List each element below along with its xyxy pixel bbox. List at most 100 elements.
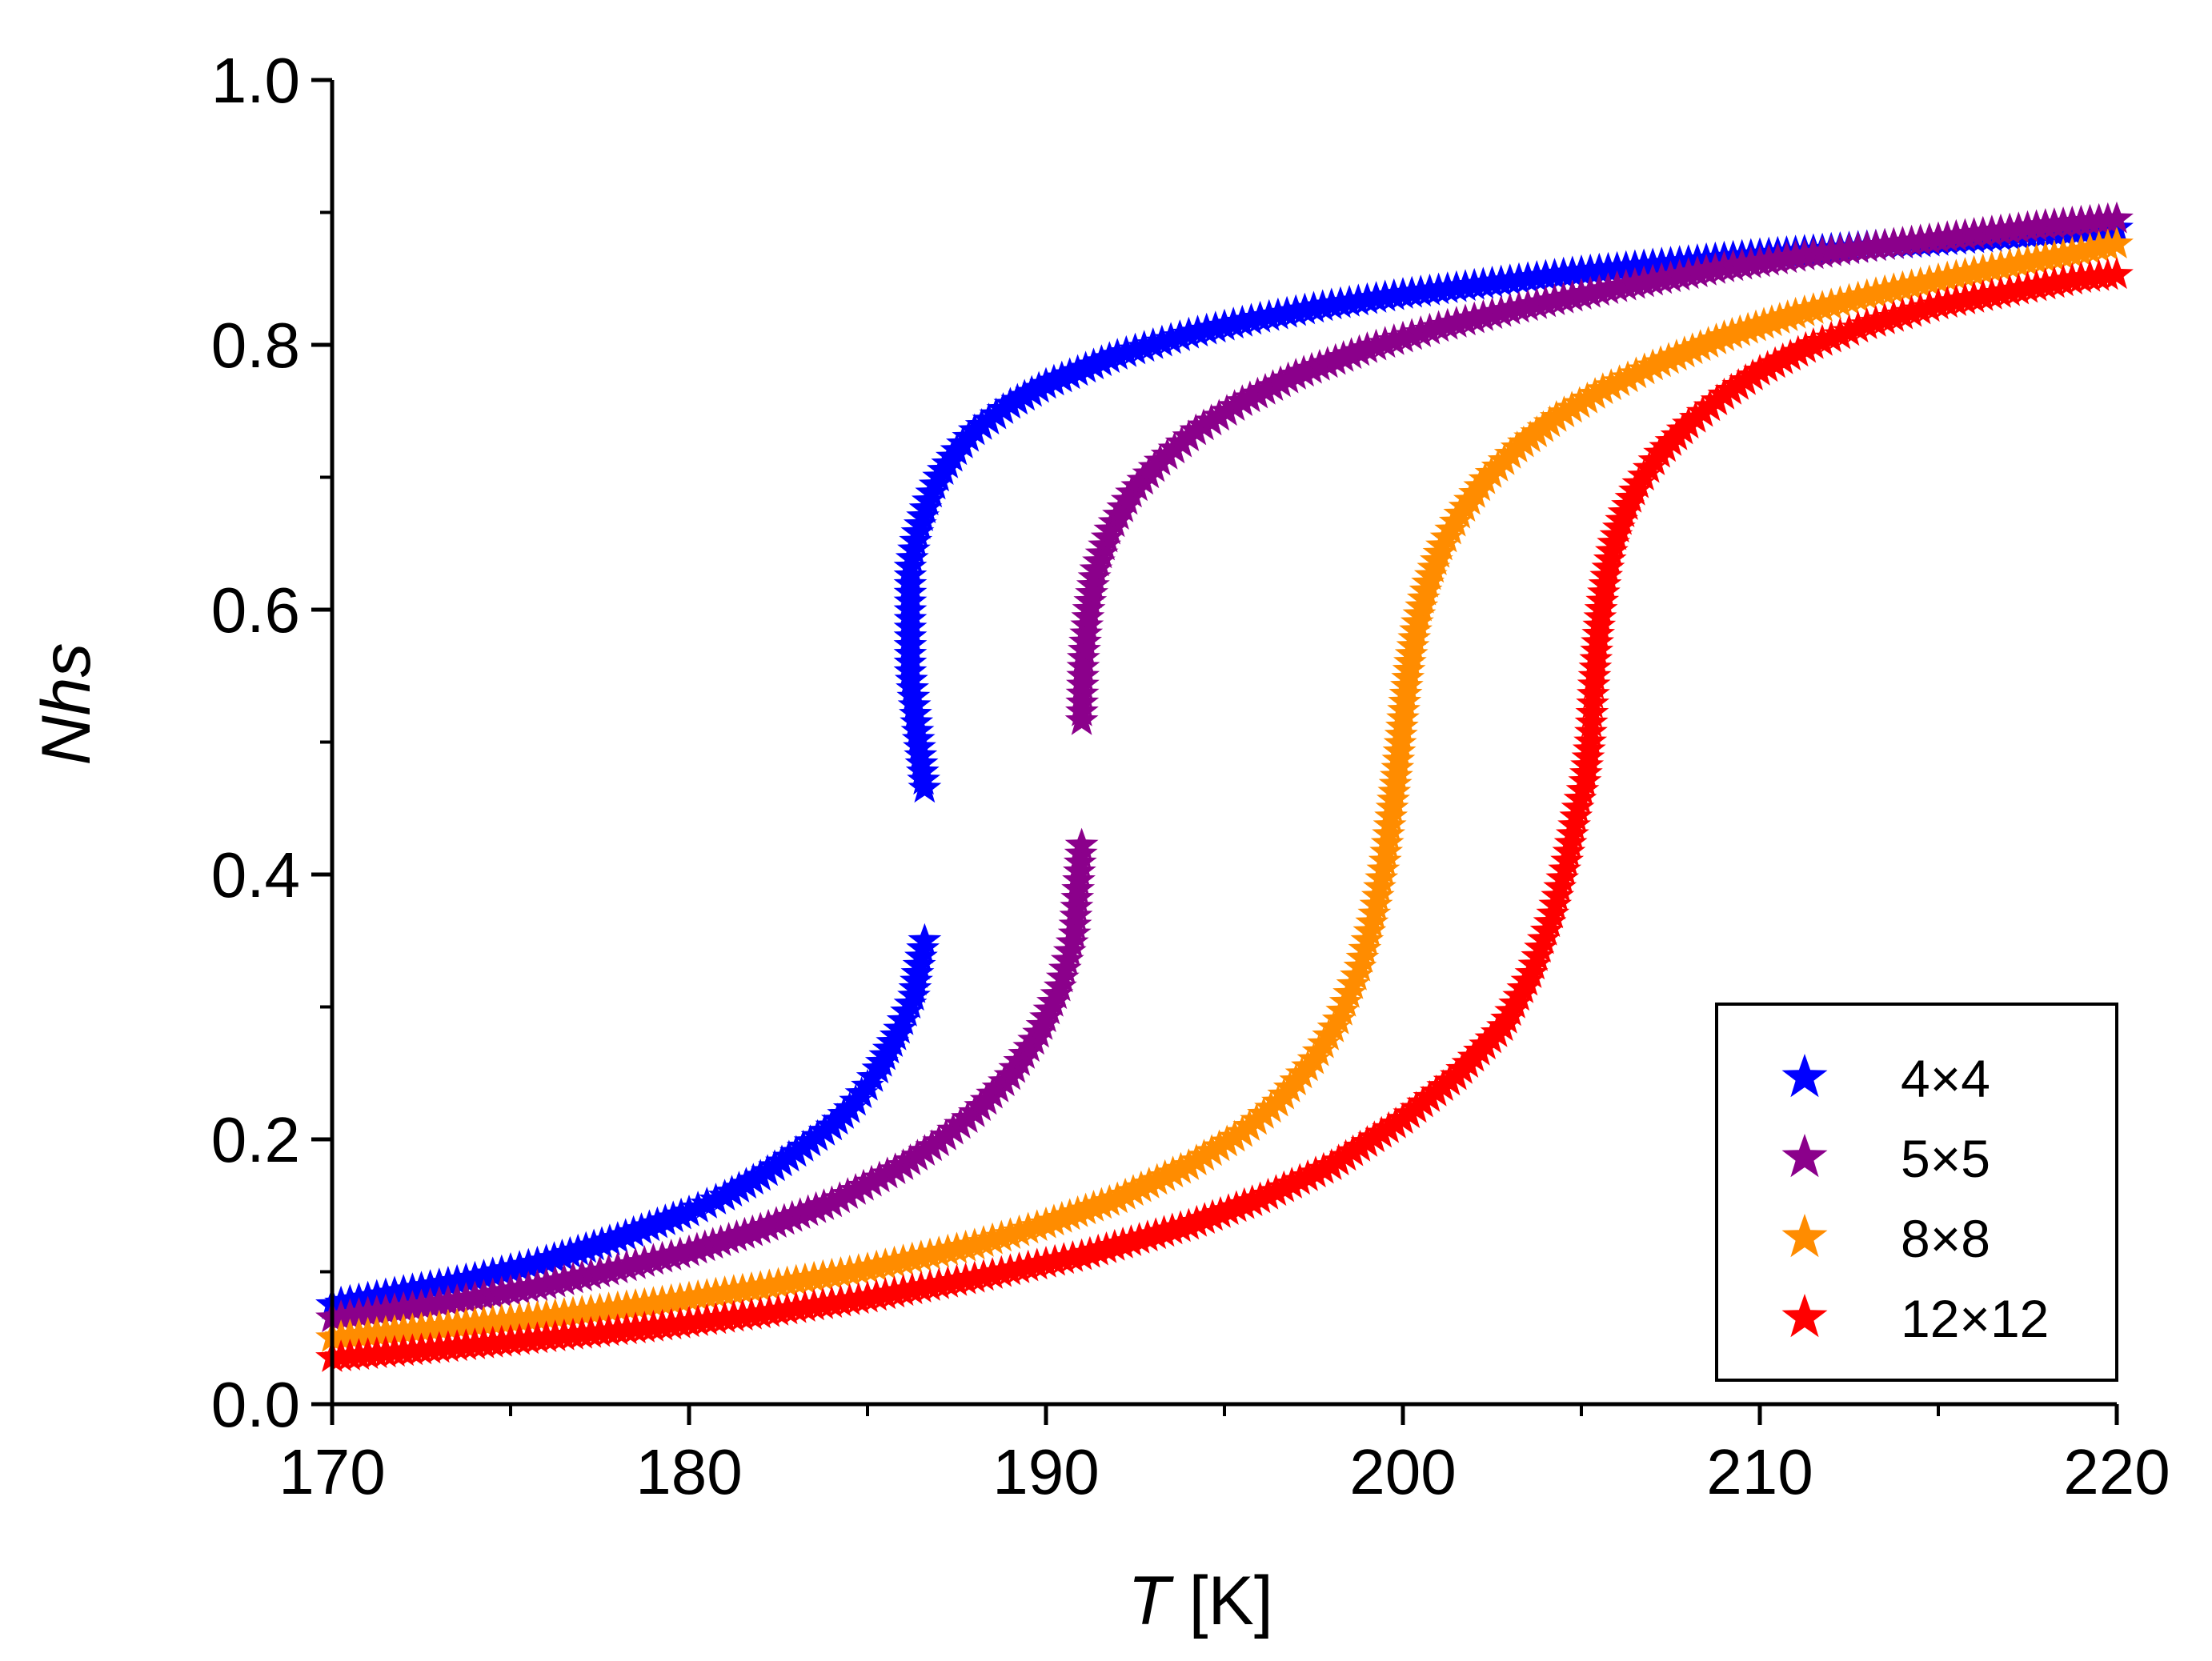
data-point-star <box>1585 372 1620 405</box>
x-tick-label: 200 <box>1349 1436 1456 1507</box>
data-point-star <box>1020 1209 1054 1241</box>
data-point-star <box>1283 1163 1317 1195</box>
data-point-star <box>1248 373 1282 405</box>
data-point-star <box>1376 323 1411 355</box>
data-point-star <box>1314 1148 1348 1180</box>
data-point-star <box>1699 322 1733 354</box>
data-point-star <box>1132 1167 1166 1199</box>
legend-label: 8×8 <box>1901 1209 1990 1268</box>
data-point-star <box>1084 344 1119 377</box>
data-point-star <box>1729 363 1763 395</box>
series-8×8 <box>315 226 2134 1352</box>
legend: 4×4 5×5 8×8 12×12 <box>1715 1003 2118 1382</box>
legend-box <box>1715 1003 2118 1382</box>
data-point-star <box>1100 1181 1135 1214</box>
data-point-star <box>815 1185 849 1218</box>
data-point-star <box>743 1159 778 1191</box>
data-point-star <box>1022 370 1056 403</box>
data-point-star <box>1750 350 1785 382</box>
data-point-star <box>1156 1155 1190 1188</box>
data-point-star <box>1868 302 1901 334</box>
data-point-star <box>1602 364 1637 397</box>
data-point-star <box>1118 332 1152 365</box>
data-point-star <box>1805 323 1839 356</box>
legend-star-icon <box>1781 1054 1828 1098</box>
data-point-star <box>1202 398 1236 431</box>
data-point-star <box>1849 307 1884 339</box>
data-point-star <box>672 1195 706 1227</box>
x-tick-label: 190 <box>992 1436 1099 1507</box>
data-point-star <box>893 1143 928 1175</box>
data-point-star <box>1251 1177 1285 1210</box>
data-point-star <box>1217 1119 1252 1152</box>
data-point-star <box>1108 1177 1142 1210</box>
data-point-star <box>1127 330 1161 362</box>
x-axis-title: T [K] <box>1128 1563 1273 1639</box>
data-point-star <box>1124 1170 1158 1203</box>
data-point-star <box>1562 386 1597 418</box>
data-point-star <box>900 1139 935 1171</box>
data-point-star <box>1594 368 1629 401</box>
data-point-star <box>831 1177 865 1209</box>
data-point-star <box>1000 382 1035 415</box>
data-point-star <box>1264 365 1297 398</box>
data-point-star <box>1832 314 1866 346</box>
data-point-star <box>1714 372 1749 405</box>
data-point-star <box>1691 326 1725 358</box>
data-point-star <box>1350 1125 1385 1157</box>
data-point-star <box>1148 1159 1182 1191</box>
legend-star-icon <box>1781 1214 1828 1258</box>
data-point-star <box>1002 1214 1036 1247</box>
data-point-star <box>1092 341 1127 374</box>
data-point-star <box>1029 366 1063 399</box>
x-tick-label: 170 <box>279 1436 385 1507</box>
data-point-star <box>1052 357 1087 390</box>
data-point-star <box>1368 326 1402 358</box>
x-tick-label: 180 <box>635 1436 742 1507</box>
data-point-star <box>1413 312 1447 345</box>
legend-item: 8×8 <box>1781 1209 1990 1268</box>
data-point-star <box>984 1219 1019 1252</box>
data-point-star <box>736 1163 771 1195</box>
legend-item: 4×4 <box>1781 1049 1990 1108</box>
data-point-star <box>1172 1148 1206 1180</box>
legend-label: 5×5 <box>1901 1129 1990 1188</box>
data-point-star <box>690 1187 724 1219</box>
data-point-star <box>1877 299 1911 332</box>
data-point-star <box>1636 348 1670 381</box>
data-point-star <box>1789 330 1823 363</box>
data-point-star <box>1573 724 1608 757</box>
data-point-star <box>729 1167 763 1199</box>
data-point-star <box>1187 408 1220 441</box>
data-point-star <box>1064 827 1099 860</box>
data-point-star <box>1547 395 1581 427</box>
legend-star-icon <box>1781 1134 1828 1178</box>
data-point-star <box>1194 403 1228 436</box>
data-point-star <box>1328 1139 1363 1171</box>
data-point-star <box>1778 296 1813 329</box>
data-point-star <box>1136 327 1170 359</box>
data-point-star <box>1859 305 1893 337</box>
y-tick-label: 0.2 <box>211 1104 300 1175</box>
data-point-star <box>1145 324 1179 357</box>
data-point-star <box>765 1144 799 1177</box>
data-point-star <box>681 1191 715 1223</box>
data-point-star <box>1758 346 1792 378</box>
data-point-star <box>1336 1134 1370 1167</box>
data-point-star <box>707 1179 742 1211</box>
data-point-star <box>1539 400 1573 432</box>
y-axis-title: Nhs <box>28 643 105 766</box>
data-point-star <box>715 1175 749 1207</box>
data-point-star <box>1154 322 1188 354</box>
data-point-star <box>957 1227 992 1260</box>
data-point-star <box>1299 1155 1332 1188</box>
data-point-star <box>2100 226 2134 258</box>
data-point-star <box>1379 1107 1413 1139</box>
data-point-star <box>1202 1129 1236 1162</box>
data-point-star <box>1627 352 1661 385</box>
data-point-star <box>1068 350 1103 383</box>
data-point-star <box>699 1183 733 1215</box>
data-point-star <box>908 1134 942 1166</box>
data-point-star <box>1675 332 1709 365</box>
data-point-star <box>967 1225 1000 1257</box>
